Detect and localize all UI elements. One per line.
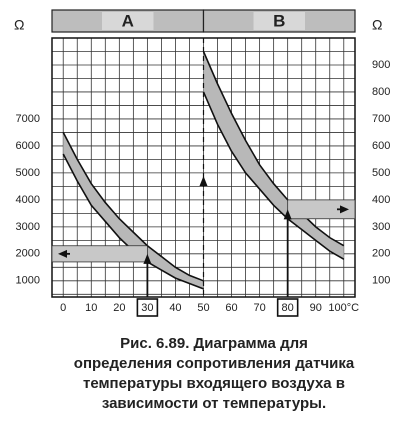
- arrow-head: [58, 249, 67, 258]
- band-edge: [62, 132, 204, 282]
- y-tick-label: 6000: [16, 140, 40, 152]
- y2-tick-label: 600: [372, 140, 390, 152]
- header-label: B: [273, 11, 285, 30]
- caption-line: Рис. 6.89. Диаграмма для: [120, 335, 308, 352]
- y2-tick-label: 400: [372, 194, 390, 206]
- arrow-head: [143, 253, 152, 264]
- caption-line: зависимости от температуры.: [102, 395, 326, 412]
- arrow-head: [340, 205, 349, 214]
- y2-tick-label: 300: [372, 221, 390, 233]
- band-edge: [202, 51, 345, 247]
- header-inner: [102, 12, 154, 30]
- x-tick-label: 40: [169, 302, 181, 314]
- x-tick-label: 70: [253, 302, 265, 314]
- y2-tick-label: 800: [372, 86, 390, 98]
- y-tick-label: 2000: [16, 248, 40, 260]
- y2-tick-label: 200: [372, 248, 390, 260]
- x-tick-label: 0: [60, 302, 66, 314]
- x-tick-label: 30: [141, 302, 153, 314]
- x-tick-label: 60: [225, 302, 237, 314]
- y-tick-label: 1000: [16, 275, 40, 287]
- y2-axis-unit: Ω: [372, 17, 382, 33]
- y-tick-label: 5000: [16, 167, 40, 179]
- header-inner: [253, 12, 305, 30]
- y2-tick-label: 500: [372, 167, 390, 179]
- x-tick-label: 20: [113, 302, 125, 314]
- marked-tick-box: [276, 298, 299, 317]
- x-tick-label: 80: [282, 302, 294, 314]
- caption-line: температуры входящего воздуха в: [83, 375, 345, 392]
- header-label: A: [122, 11, 134, 30]
- arrow-head: [199, 176, 208, 186]
- y-tick-label: 4000: [16, 194, 40, 206]
- x-tick-label: 90: [310, 302, 322, 314]
- band-edge: [202, 91, 345, 260]
- y-tick-label: 7000: [16, 113, 40, 125]
- x-tick-label: 100°C: [328, 302, 359, 314]
- caption-line: определения сопротивления датчика: [74, 355, 355, 372]
- y2-tick-label: 900: [372, 59, 390, 71]
- x-tick-label: 50: [197, 302, 209, 314]
- y-axis-unit: Ω: [14, 17, 24, 33]
- y-tick-label: 3000: [16, 221, 40, 233]
- y2-tick-label: 700: [372, 113, 390, 125]
- x-tick-label: 10: [85, 302, 97, 314]
- marked-tick-box: [136, 298, 159, 317]
- y2-tick-label: 100: [372, 275, 390, 287]
- arrow-head: [283, 209, 292, 220]
